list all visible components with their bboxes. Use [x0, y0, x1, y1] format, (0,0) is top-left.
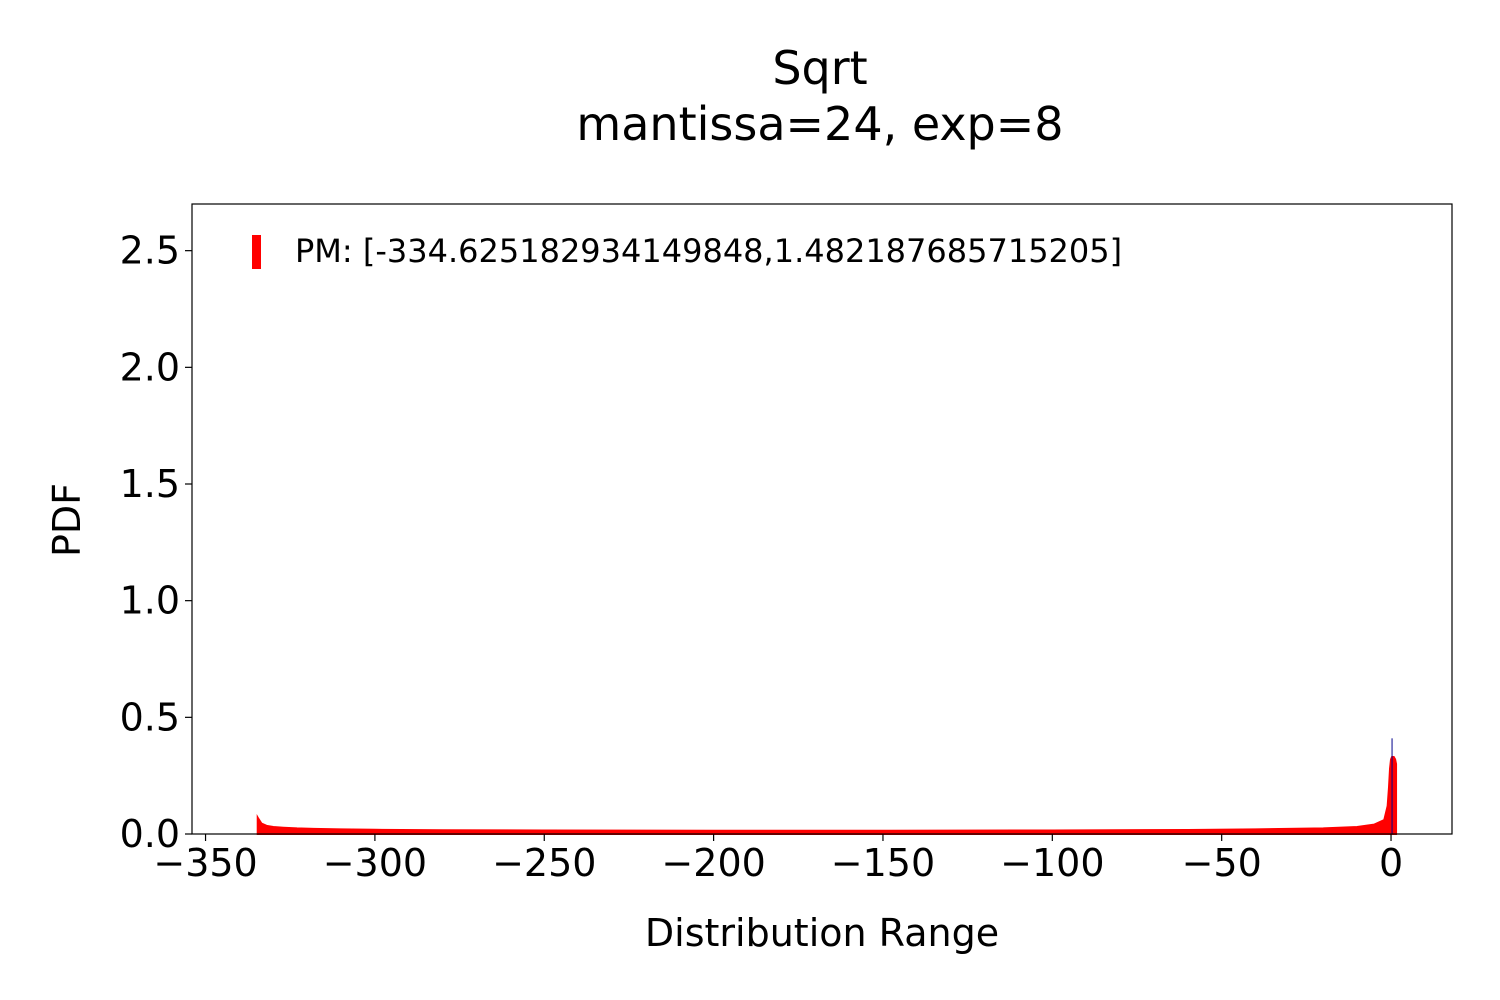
plot-area [256, 738, 1398, 835]
legend: PM: [-334.625182934149848,1.482187685715… [252, 232, 1122, 270]
chart-title: Sqrt [772, 41, 867, 95]
y-tick-label: 0.5 [120, 695, 180, 739]
legend-swatch [252, 235, 261, 269]
x-tick-label: −150 [831, 841, 935, 885]
x-axis-label: Distribution Range [645, 911, 999, 955]
x-axis-ticks: −350 −300 −250 −200 −150 −100 −50 0 [153, 834, 1403, 885]
x-tick-label: −200 [661, 841, 765, 885]
y-tick-label: 1.5 [120, 462, 180, 506]
y-tick-label: 0.0 [120, 812, 180, 856]
axes-frame [191, 203, 1453, 835]
y-tick-label: 2.5 [120, 229, 180, 273]
legend-entry: PM: [-334.625182934149848,1.482187685715… [295, 232, 1122, 270]
x-tick-label: −100 [1000, 841, 1104, 885]
x-tick-label: −300 [323, 841, 427, 885]
x-tick-label: −250 [492, 841, 596, 885]
y-axis-label: PDF [45, 483, 89, 557]
x-tick-label: −350 [153, 841, 257, 885]
chart-subtitle: mantissa=24, exp=8 [576, 97, 1063, 151]
y-tick-label: 1.0 [120, 579, 180, 623]
x-tick-label: −50 [1182, 841, 1262, 885]
y-axis-ticks: 0.0 0.5 1.0 1.5 2.0 2.5 [120, 229, 192, 856]
x-tick-label: 0 [1379, 841, 1403, 885]
series-area-0 [256, 756, 1398, 835]
y-tick-label: 2.0 [120, 345, 180, 389]
